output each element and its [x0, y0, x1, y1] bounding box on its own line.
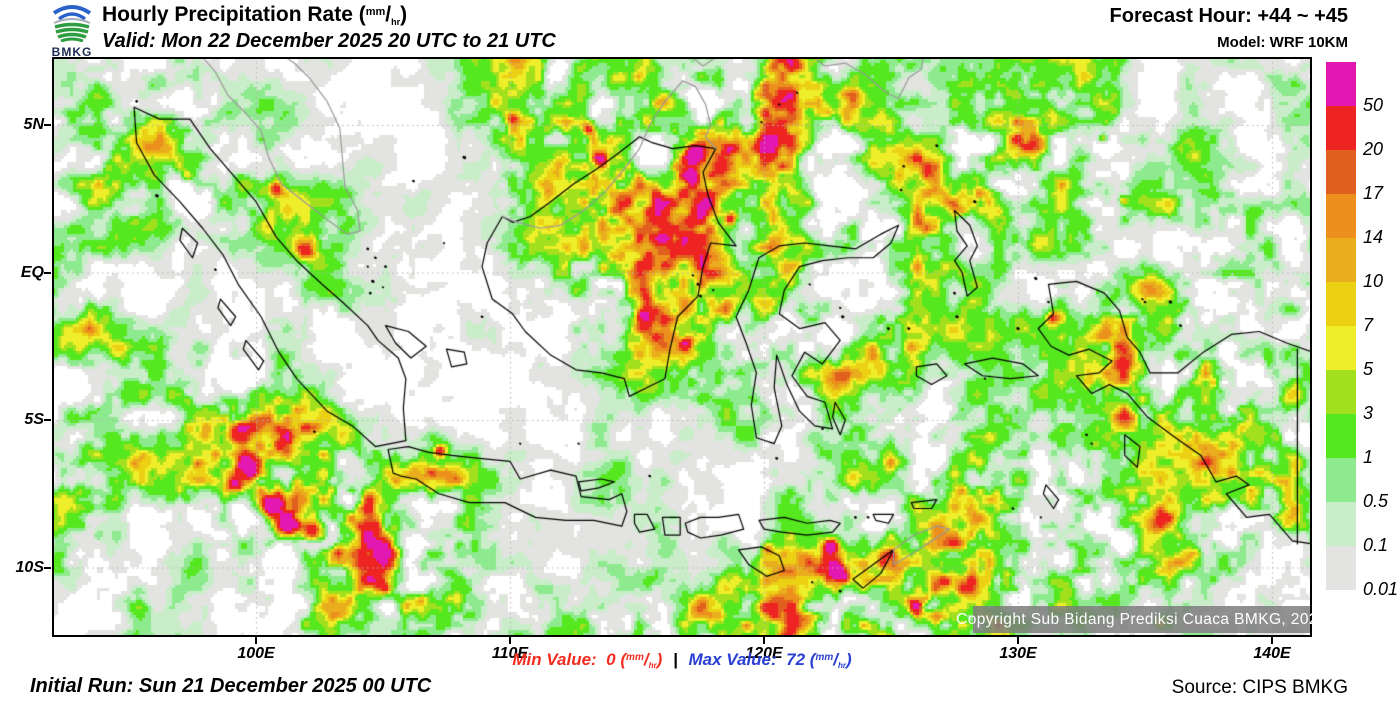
- page-title: Hourly Precipitation Rate (mm/hr): [102, 3, 408, 27]
- lat-tick-mark-10S: [44, 566, 51, 569]
- legend-color-block-3: [1326, 370, 1356, 414]
- lat-tick-mark-5N: [44, 124, 51, 126]
- lon-tick-label-140E: 140E: [1253, 645, 1291, 662]
- lon-tick-label-130E: 130E: [999, 645, 1037, 662]
- legend-value-20: 20: [1363, 139, 1384, 159]
- source-label: Source: CIPS BMKG: [1171, 677, 1348, 698]
- lat-tick-label-10S: 10S: [15, 558, 44, 576]
- legend-value-0.01: 0.01: [1363, 579, 1399, 599]
- legend-color-block-5: [1326, 326, 1356, 370]
- minmax-separator: |: [672, 650, 678, 669]
- legend-value-10: 10: [1363, 271, 1384, 291]
- legend-value-1: 1: [1363, 447, 1374, 467]
- legend-value-3: 3: [1363, 403, 1374, 423]
- legend-color-block-0.01: [1326, 546, 1356, 590]
- lon-tick-mark-110E: [509, 637, 511, 644]
- max-value-label: Max Value: 72 (mm/hr): [688, 650, 852, 670]
- lat-tick-label-5S: 5S: [24, 411, 44, 428]
- legend-value-17: 17: [1363, 183, 1384, 203]
- legend-value-50: 50: [1363, 95, 1384, 115]
- lat-tick-label-EQ: EQ: [20, 263, 44, 281]
- legend-color-block-10: [1326, 238, 1356, 282]
- minmax-line: Min Value: 0 (mm/hr) | Max Value: 72 (mm…: [52, 650, 1312, 670]
- min-value: 0: [606, 650, 616, 669]
- bmkg-logo-text: BMKG: [51, 45, 93, 59]
- bmkg-logo-icon: [52, 5, 92, 43]
- lat-tick-label-5N: 5N: [23, 116, 44, 133]
- lat-tick-mark-EQ: [44, 271, 51, 274]
- legend-color-block-50: [1326, 62, 1356, 106]
- precipitation-map-canvas: [52, 57, 1312, 637]
- lon-tick-mark-120E: [763, 637, 765, 644]
- copyright-watermark: Copyright Sub Bidang Prediksi Cuaca BMKG…: [956, 606, 1327, 633]
- lon-tick-mark-130E: [1017, 637, 1019, 644]
- lon-tick-label-100E: 100E: [237, 645, 275, 662]
- legend-value-0.5: 0.5: [1363, 491, 1389, 511]
- valid-time-line: Valid: Mon 22 December 2025 20 UTC to 21…: [102, 30, 556, 52]
- legend-color-block-14: [1326, 194, 1356, 238]
- lat-tick-mark-5S: [44, 419, 51, 421]
- legend-color-block-20: [1326, 106, 1356, 150]
- lon-tick-label-120E: 120E: [745, 645, 783, 662]
- legend-value-14: 14: [1363, 227, 1384, 247]
- bmkg-logo: BMKG: [44, 0, 100, 59]
- lon-tick-mark-100E: [255, 637, 257, 644]
- legend-color-block-17: [1326, 150, 1356, 194]
- initial-run-label: Initial Run: Sun 21 December 2025 00 UTC: [30, 675, 432, 697]
- legend-value-7: 7: [1363, 315, 1374, 335]
- legend-color-block-0.1: [1326, 502, 1356, 546]
- legend-color-block-7: [1326, 282, 1356, 326]
- forecast-hour-label: Forecast Hour: +44 ~ +45: [1109, 5, 1348, 27]
- lon-tick-label-110E: 110E: [491, 645, 529, 662]
- model-label: Model: WRF 10KM: [1217, 34, 1348, 51]
- min-value-label: Min Value: 0 (mm/hr): [512, 650, 663, 670]
- title-unit: (mm/hr): [358, 3, 408, 27]
- legend-color-block-0.5: [1326, 458, 1356, 502]
- legend-color-block-1: [1326, 414, 1356, 458]
- legend-value-5: 5: [1363, 359, 1374, 379]
- lon-tick-mark-140E: [1271, 637, 1273, 644]
- legend-value-0.1: 0.1: [1363, 535, 1389, 555]
- max-value: 72: [786, 650, 806, 669]
